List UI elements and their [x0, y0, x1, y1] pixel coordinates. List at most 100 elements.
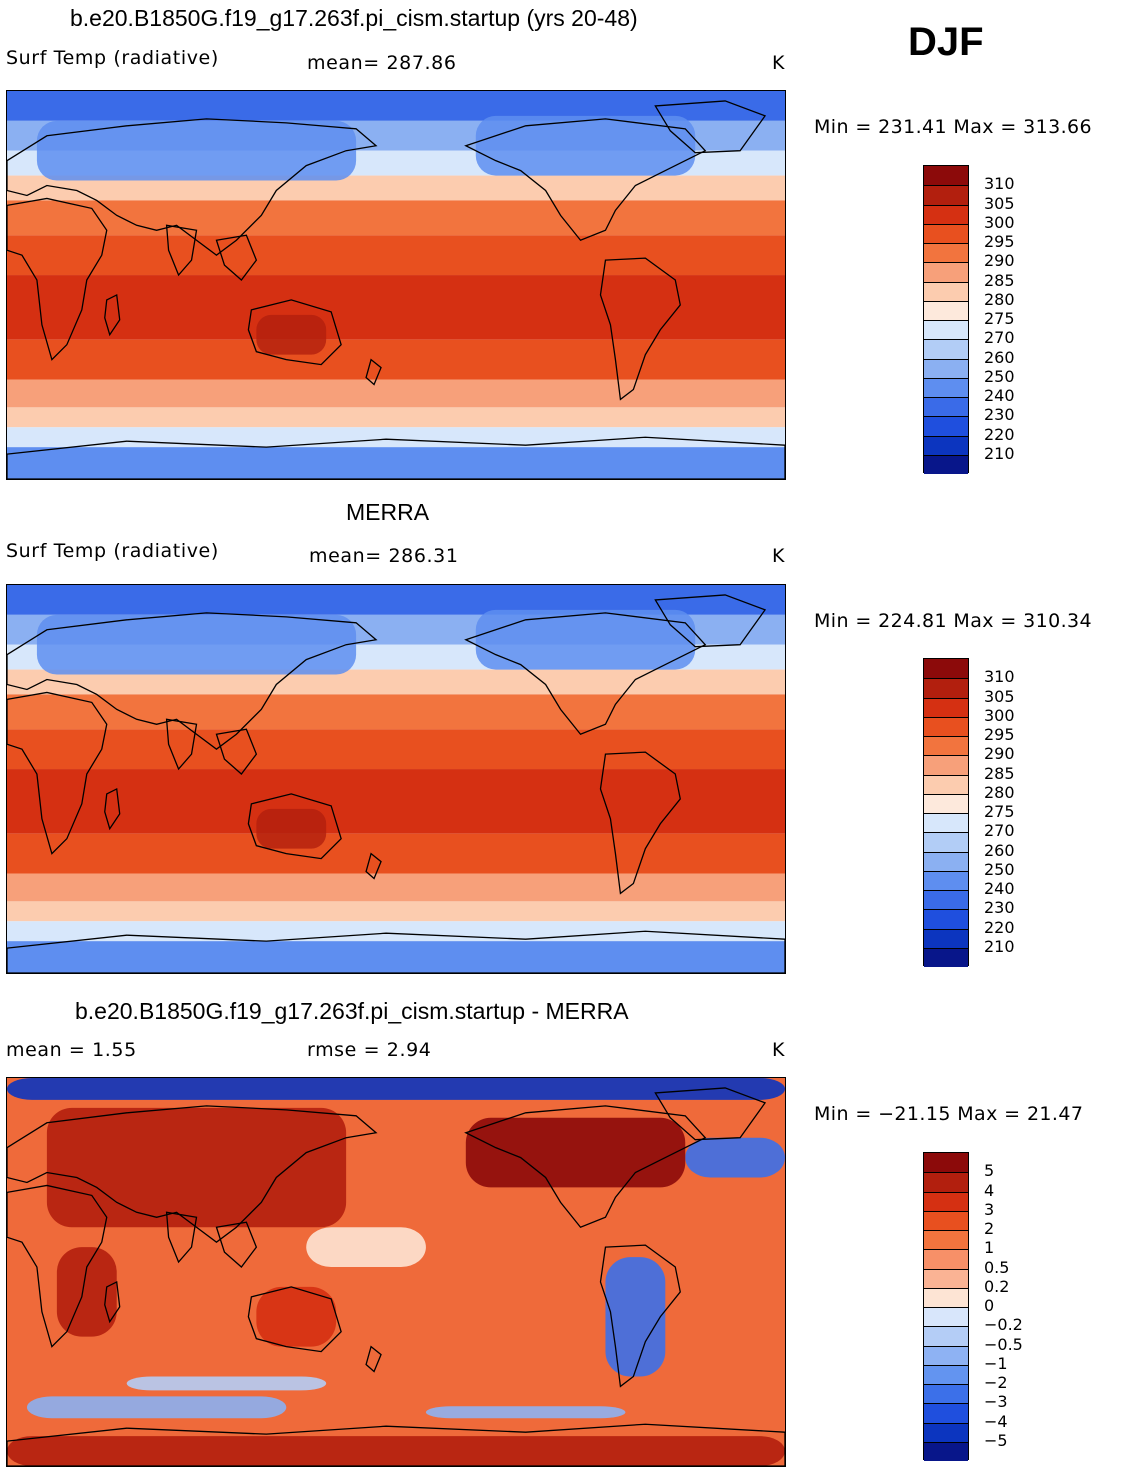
- colorbar-tick-label: 230: [984, 405, 1015, 425]
- colorbar-swatch: [924, 813, 968, 833]
- colorbar-swatch: [924, 1403, 968, 1423]
- colorbar-tick-label: −0.5: [984, 1334, 1023, 1354]
- colorbar-swatch: [924, 1210, 968, 1230]
- colorbar-tick-label: 230: [984, 898, 1015, 918]
- colorbar-swatch: [924, 1249, 968, 1269]
- colorbar-tick-label: 305: [984, 193, 1015, 213]
- colorbar-swatch: [924, 435, 968, 455]
- panel-title: b.e20.B1850G.f19_g17.263f.pi_cism.startu…: [70, 5, 638, 31]
- colorbar-swatch: [924, 736, 968, 756]
- colorbar-swatch: [924, 223, 968, 243]
- colorbar-swatch: [924, 1326, 968, 1346]
- colorbar-swatch: [924, 851, 968, 871]
- colorbar-swatch: [924, 281, 968, 301]
- colorbar-tick-label: 0.2: [984, 1276, 1010, 1296]
- season-label: DJF: [908, 20, 984, 64]
- colorbar-swatch: [924, 377, 968, 397]
- colorbar-swatch: [924, 870, 968, 890]
- mean-label: mean= 287.86: [307, 52, 457, 74]
- colorbar-merra: [923, 658, 969, 967]
- colorbar-swatch: [924, 928, 968, 948]
- colorbar-swatch: [924, 1172, 968, 1192]
- colorbar-tick-label: 300: [984, 705, 1015, 725]
- colorbar-tick-label: 310: [984, 174, 1015, 194]
- colorbar-tick-label: 305: [984, 686, 1015, 706]
- colorbar-tick-label: 220: [984, 917, 1015, 937]
- colorbar-swatch: [924, 890, 968, 910]
- colorbar-swatch: [924, 909, 968, 929]
- map-field: [7, 585, 785, 973]
- colorbar-tick-label: 250: [984, 859, 1015, 879]
- colorbar-tick-label: 270: [984, 328, 1015, 348]
- map-field: [7, 91, 785, 479]
- minmax-label: Min = 231.41 Max = 313.66: [814, 116, 1092, 138]
- colorbar-tick-label: 210: [984, 443, 1015, 463]
- colorbar-tick-label: 5: [984, 1161, 995, 1181]
- colorbar-swatch: [924, 262, 968, 282]
- colorbar-tick-label: 0: [984, 1296, 995, 1315]
- colorbar-tick-label: 285: [984, 763, 1015, 783]
- colorbar-tick-label: 290: [984, 251, 1015, 271]
- colorbar-swatch: [924, 1441, 968, 1461]
- colorbar-tick-label: 295: [984, 232, 1015, 251]
- colorbar-swatch: [924, 204, 968, 224]
- colorbar-tick-label: −4: [984, 1411, 1008, 1431]
- panel-title: b.e20.B1850G.f19_g17.263f.pi_cism.startu…: [75, 998, 629, 1024]
- colorbar-swatch: [924, 1153, 968, 1173]
- colorbar-tick-label: −0.2: [984, 1315, 1023, 1335]
- colorbar-tick-label: 1: [984, 1238, 995, 1258]
- colorbar-tick-label: 310: [984, 667, 1015, 687]
- colorbar-tick-label: −5: [984, 1430, 1008, 1450]
- colorbar-swatch: [924, 300, 968, 320]
- colorbar-swatch: [924, 1422, 968, 1442]
- colorbar-tick-label: 0.5: [984, 1257, 1010, 1277]
- colorbar-swatch: [924, 793, 968, 813]
- colorbar-swatch: [924, 320, 968, 340]
- colorbar-swatch: [924, 416, 968, 436]
- mean-label: mean= 286.31: [309, 545, 459, 567]
- colorbar-tick-label: 300: [984, 212, 1015, 232]
- units-label: K: [772, 545, 786, 567]
- colorbar-tick-label: 250: [984, 366, 1015, 386]
- colorbar-swatch: [924, 1384, 968, 1404]
- map-field: [7, 1078, 785, 1466]
- units-label: K: [772, 1039, 786, 1061]
- colorbar-swatch: [924, 358, 968, 378]
- colorbar-swatch: [924, 1287, 968, 1307]
- colorbar-tick-label: −1: [984, 1353, 1008, 1373]
- colorbar-tick-label: 3: [984, 1199, 995, 1219]
- colorbar-swatch: [924, 774, 968, 794]
- panel-title: MERRA: [346, 499, 430, 525]
- colorbar-tick-label: 275: [984, 802, 1015, 821]
- map-model: [6, 90, 786, 480]
- variable-label: Surf Temp (radiative): [6, 47, 219, 69]
- colorbar-swatch: [924, 166, 968, 186]
- colorbar-swatch: [924, 243, 968, 263]
- colorbar-swatch: [924, 1230, 968, 1250]
- colorbar-swatch: [924, 832, 968, 852]
- colorbar-swatch: [924, 1307, 968, 1327]
- colorbar-tick-label: 295: [984, 725, 1015, 744]
- map-merra: [6, 584, 786, 974]
- variable-label: Surf Temp (radiative): [6, 540, 219, 562]
- colorbar-swatch: [924, 659, 968, 679]
- colorbar-tick-label: 210: [984, 936, 1015, 956]
- minmax-label: Min = −21.15 Max = 21.47: [814, 1103, 1084, 1125]
- colorbar-tick-label: 285: [984, 270, 1015, 290]
- colorbar-swatch: [924, 716, 968, 736]
- colorbar-tick-label: 260: [984, 840, 1015, 860]
- colorbar-swatch: [924, 454, 968, 474]
- colorbar-swatch: [924, 755, 968, 775]
- colorbar-tick-label: 280: [984, 782, 1015, 802]
- colorbar-tick-label: 2: [984, 1219, 995, 1238]
- colorbar-tick-label: 260: [984, 347, 1015, 367]
- colorbar-swatch: [924, 1345, 968, 1365]
- colorbar-tick-label: 240: [984, 386, 1015, 405]
- colorbar-swatch: [924, 1364, 968, 1384]
- colorbar-swatch: [924, 185, 968, 205]
- colorbar-swatch: [924, 397, 968, 417]
- colorbar-tick-label: 240: [984, 879, 1015, 898]
- colorbar-tick-label: 4: [984, 1180, 995, 1200]
- colorbar-tick-label: 275: [984, 309, 1015, 328]
- minmax-label: Min = 224.81 Max = 310.34: [814, 610, 1092, 632]
